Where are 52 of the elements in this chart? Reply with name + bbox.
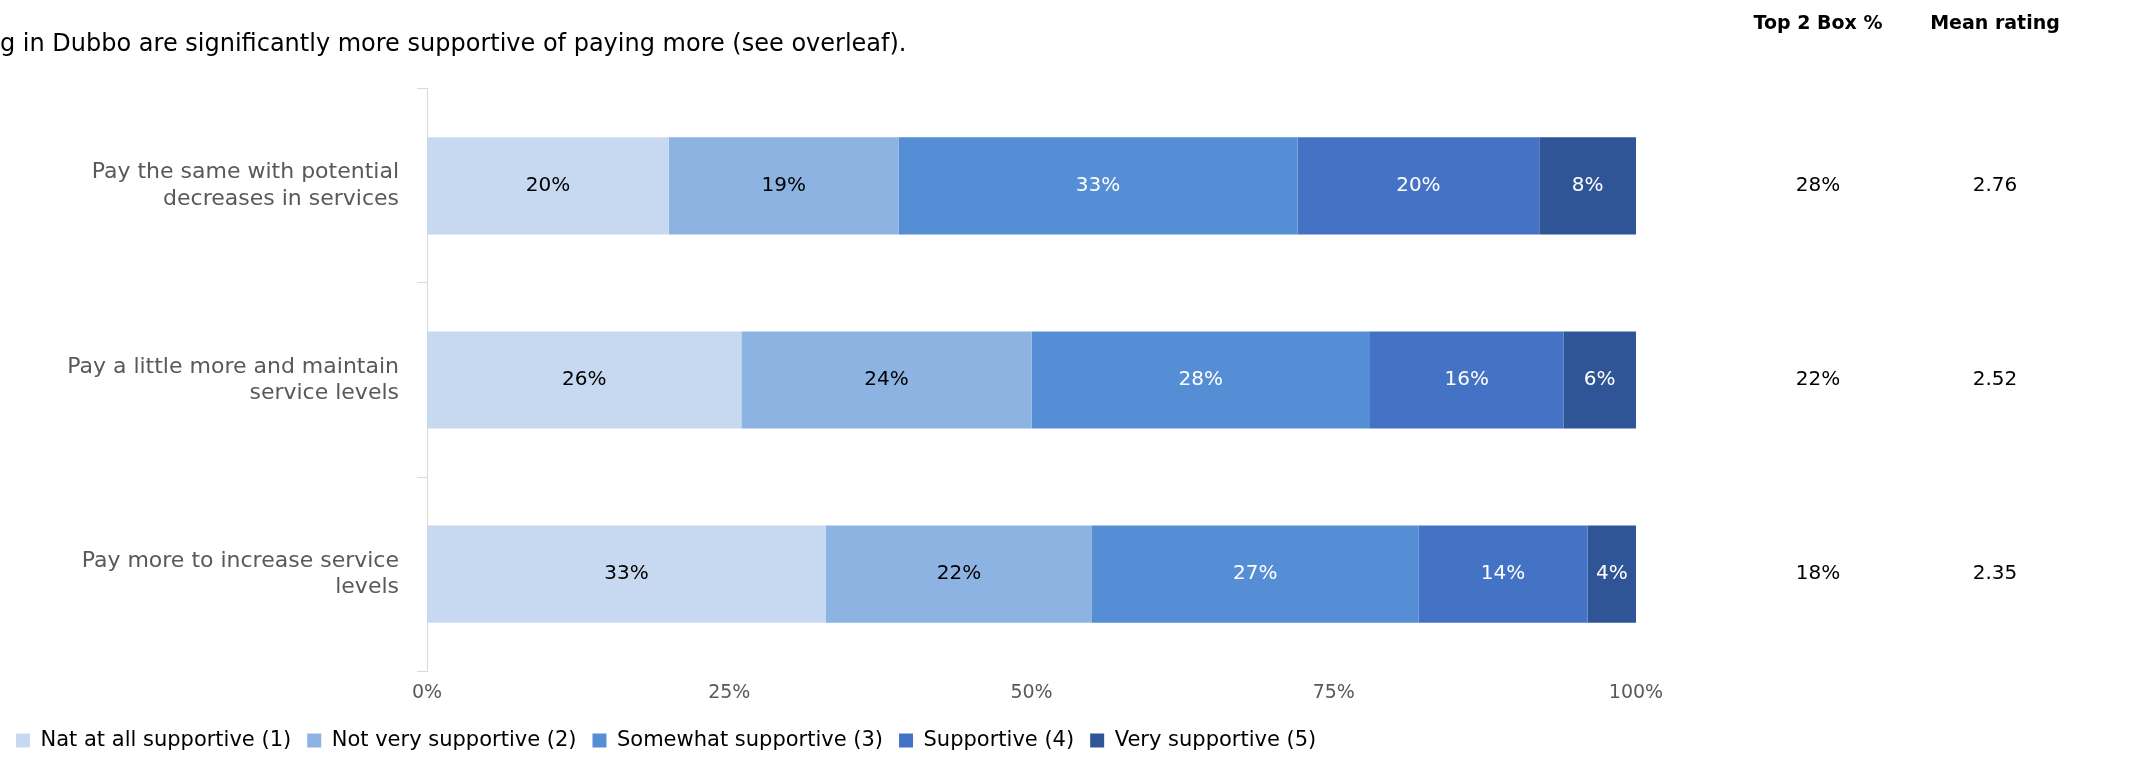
legend-label: Very supportive (5)	[1114, 726, 1317, 751]
bar	[1091, 525, 1419, 623]
x-tick-label: 50%	[1010, 679, 1053, 702]
bar	[1031, 331, 1371, 429]
y-tick-label: Pay the same with potential decreases in services	[91, 158, 399, 210]
data-label: 16%	[1444, 366, 1489, 391]
data-label: 20%	[1396, 172, 1441, 197]
legend-label: Somewhat supportive (3)	[616, 726, 884, 751]
data-label: 8%	[1571, 172, 1604, 197]
text: Top 2 Box %	[1753, 10, 1883, 33]
data-label: 26%	[561, 366, 607, 391]
bar	[427, 525, 826, 623]
data-label: 19%	[761, 172, 806, 197]
text: 28%	[1795, 172, 1841, 197]
data-label: 14%	[1480, 560, 1526, 585]
bar	[1370, 331, 1564, 429]
data-label: 24%	[864, 366, 909, 391]
bar	[427, 331, 742, 429]
bar	[825, 525, 1092, 623]
bar	[741, 331, 1032, 429]
bar	[668, 137, 899, 235]
data-label: 22%	[936, 560, 982, 585]
bar	[1563, 331, 1636, 429]
bar	[427, 137, 669, 235]
x-tick-label: 0%	[411, 679, 443, 702]
data-label: 20%	[525, 172, 571, 197]
bar	[1587, 525, 1636, 623]
text: Mean rating	[1930, 10, 2060, 33]
x-tick-label: 100%	[1608, 679, 1664, 702]
legend-label: Nat at all supportive (1)	[40, 726, 292, 751]
bar	[1297, 137, 1540, 235]
text: 2.76	[1972, 172, 2018, 197]
data-label: 28%	[1178, 366, 1223, 391]
text: 18%	[1795, 560, 1841, 585]
bar	[1418, 525, 1588, 623]
legend-label: Supportive (4)	[923, 726, 1075, 751]
y-tick-label: Pay more to increase service levels	[81, 546, 399, 599]
data-label: 4%	[1595, 560, 1628, 585]
legend-label: Not very supportive (2)	[331, 726, 577, 751]
data-label: 33%	[1075, 172, 1121, 197]
y-tick-label: Pay a little more and maintain service levels	[67, 352, 399, 404]
x-tick-label: 75%	[1312, 679, 1355, 702]
chart-title: g in Dubbo are significantly more supportive of paying more (see overleaf).	[0, 28, 907, 57]
bar	[1539, 137, 1636, 235]
text: 2.52	[1972, 366, 2018, 391]
data-label: 33%	[604, 560, 649, 585]
data-label: 27%	[1232, 560, 1278, 585]
text: 2.35	[1972, 560, 2018, 585]
data-label: 6%	[1583, 366, 1616, 391]
text: 22%	[1795, 366, 1841, 391]
x-tick-label: 25%	[708, 679, 751, 702]
bar	[898, 137, 1298, 235]
